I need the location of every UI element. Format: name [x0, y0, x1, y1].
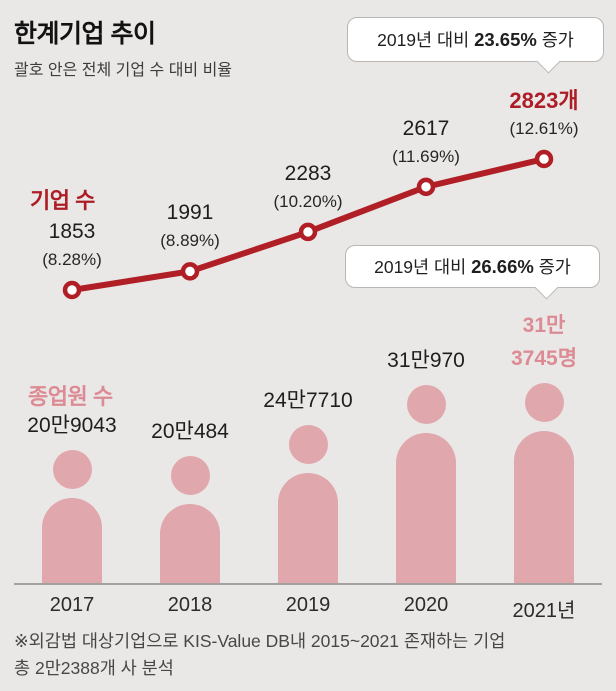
x-axis-label-2017: 2017 — [49, 594, 95, 616]
companies-value-label-2019: 2283 — [284, 161, 332, 185]
companies-value-label-2017: 1853 — [48, 220, 96, 243]
companies-series-label: 기업 수 — [30, 188, 95, 213]
line-point-marker-2017 — [62, 280, 82, 300]
employees-value-label-2020: 31만970 — [387, 349, 465, 372]
callout-companies-value: 23.65% — [474, 28, 537, 50]
x-axis-label-2018: 2018 — [167, 594, 213, 616]
x-axis-label-2021: 2021년 — [512, 600, 576, 622]
person-body-icon — [160, 504, 220, 584]
person-body-icon — [278, 473, 338, 584]
employee-person-icon-2017 — [42, 450, 102, 584]
callout-companies-increase: 2019년 대비 23.65% 증가 — [347, 17, 604, 74]
person-head-icon — [52, 450, 92, 489]
companies-value-label-2020: 2617 — [402, 116, 450, 140]
person-body-icon — [514, 431, 574, 584]
callout-companies-suffix: 증가 — [536, 30, 574, 50]
person-body-icon — [42, 498, 102, 584]
x-axis-label-2020: 2020 — [403, 594, 449, 616]
person-body-icon — [396, 433, 456, 584]
x-axis-line — [14, 583, 602, 585]
companies-value-label-2021: 2823개 — [509, 88, 579, 113]
companies-pct-label-2019: (10.20%) — [273, 191, 343, 211]
employee-person-icon-2020 — [396, 385, 456, 584]
callout-employees-prefix: 2019년 대비 — [374, 257, 472, 277]
line-point-marker-2019 — [298, 222, 318, 242]
x-axis-label-2019: 2019 — [285, 594, 331, 616]
companies-pct-label-2020: (11.69%) — [392, 146, 460, 166]
companies-pct-label-2017: (8.28%) — [42, 250, 102, 269]
callout-employees-suffix: 증가 — [533, 257, 571, 277]
person-head-icon — [524, 383, 564, 422]
companies-value-label-2018: 1991 — [166, 201, 214, 225]
callout-companies-prefix: 2019년 대비 — [377, 30, 475, 50]
page-subtitle: 괄호 안은 전체 기업 수 대비 비율 — [14, 62, 233, 79]
callout-employees-increase: 2019년 대비 26.66% 증가 — [345, 245, 600, 300]
companies-pct-label-2021: (12.61%) — [509, 119, 579, 138]
person-head-icon — [406, 385, 446, 424]
footnote: ※외감법 대상기업으로 KIS-Value DB내 2015~2021 존재하는… — [14, 628, 505, 682]
callout-tail-icon — [536, 49, 561, 74]
footnote-line1: ※외감법 대상기업으로 KIS-Value DB내 2015~2021 존재하는… — [14, 631, 506, 651]
employee-person-icon-2018 — [160, 456, 220, 584]
line-point-marker-2018 — [180, 262, 200, 281]
employees-value-label-2019: 24만7710 — [263, 389, 353, 412]
callout-employees-value: 26.66% — [471, 255, 534, 277]
employees-value-label-2021: 31만 3745명 — [510, 314, 578, 370]
line-point-marker-2021 — [534, 149, 554, 169]
page-title: 한계기업 추이 — [14, 20, 156, 48]
callout-tail-icon — [534, 275, 559, 300]
employees-value-label-2017: 20만9043 — [27, 414, 117, 437]
footnote-line2: 총 2만2388개 사 분석 — [14, 658, 174, 678]
line-point-marker-2020 — [416, 177, 436, 197]
person-head-icon — [288, 425, 328, 464]
employee-person-icon-2021 — [514, 383, 574, 584]
employees-value-label-2018: 20만484 — [151, 420, 229, 443]
person-head-icon — [170, 456, 210, 495]
employee-person-icon-2019 — [278, 425, 338, 584]
companies-pct-label-2018: (8.89%) — [160, 231, 220, 251]
employees-series-label: 종업원 수 — [28, 384, 113, 409]
